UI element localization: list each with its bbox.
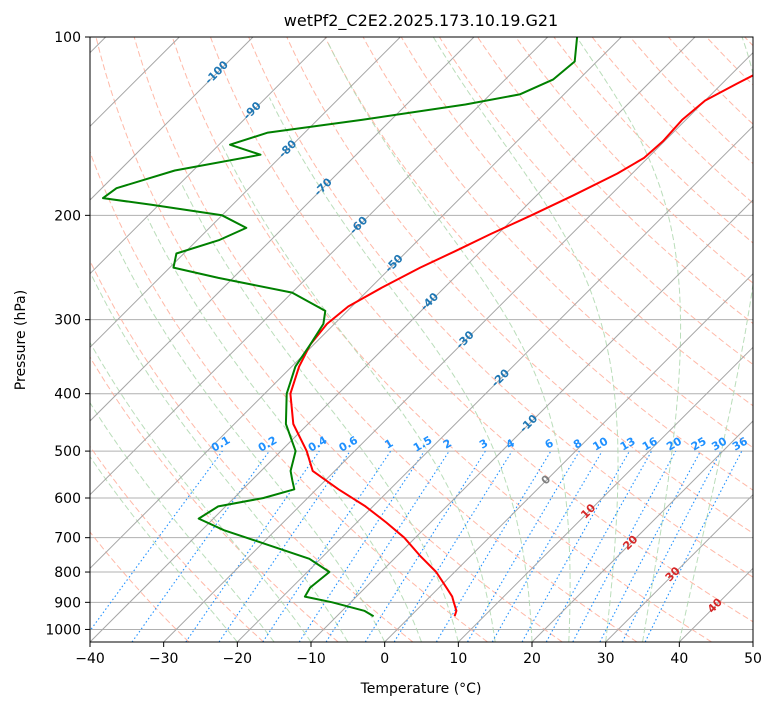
mixing-ratio-label: 4: [504, 436, 517, 451]
mixing-ratio-line: [491, 450, 603, 642]
dry-adiabat-line: [744, 37, 753, 47]
plot-frame: [89, 36, 754, 643]
isotherm-label: 0: [539, 472, 554, 487]
dry-adiabat-line: [629, 37, 753, 165]
x-tick-label: 40: [670, 651, 688, 667]
isotherm-line: [752, 641, 753, 642]
dry-adiabat-line: [477, 37, 753, 325]
isotherm-line: [90, 37, 696, 642]
dry-adiabat-line: [210, 37, 753, 623]
isotherm-line: [531, 420, 753, 642]
dry-adiabat-line: [286, 37, 753, 534]
moist-adiabat-line: [90, 455, 238, 642]
isotherm-label: -40: [418, 290, 441, 313]
dry-adiabat-line: [95, 37, 563, 642]
isotherm-line: [605, 493, 753, 642]
y-tick-label: 100: [54, 30, 81, 46]
y-tick-label: 900: [54, 595, 81, 611]
x-tick-label: 50: [744, 651, 762, 667]
isotherm-label: -50: [382, 252, 405, 275]
mixing-ratio-line: [131, 450, 270, 642]
isotherm-line: [90, 37, 328, 275]
moist-adiabat-line: [90, 341, 312, 642]
moist-adiabat-line: [90, 273, 349, 642]
dry-adiabat-line: [438, 37, 753, 366]
y-tick-label: 500: [54, 444, 81, 460]
dry-adiabat-line: [90, 150, 488, 642]
x-tick-label: 20: [523, 651, 541, 667]
moist-adiabat-line: [432, 37, 619, 642]
mixing-ratio-line: [435, 450, 552, 642]
mixing-ratio-line: [325, 450, 450, 642]
dry-adiabat-line: [90, 259, 414, 642]
y-tick-label: 700: [54, 531, 81, 547]
moist-adiabat-line: [576, 37, 682, 642]
x-tick-label: −40: [75, 651, 105, 667]
x-tick-label: −30: [149, 651, 179, 667]
x-tick-label: 10: [449, 651, 467, 667]
dry-adiabat-line: [90, 445, 264, 642]
isotherm-line: [163, 51, 753, 642]
x-tick-label: −20: [223, 651, 253, 667]
y-tick-label: 400: [54, 387, 81, 403]
moist-adiabat-line: [147, 218, 422, 642]
dry-adiabat-line: [400, 37, 753, 407]
moist-adiabat-line: [117, 248, 386, 642]
isotherm-line: [457, 346, 753, 642]
dry-adiabat-line: [324, 37, 753, 491]
dry-adiabat-line: [706, 37, 753, 86]
isotherm-line: [90, 37, 254, 201]
y-tick-label: 200: [54, 208, 81, 224]
y-tick-label: 800: [54, 565, 81, 581]
dry-adiabat-line: [248, 37, 753, 578]
x-axis-label: Temperature (°C): [360, 681, 482, 697]
mixing-ratio-line: [572, 450, 677, 642]
dry-adiabat-line: [553, 37, 753, 244]
dry-adiabat-line: [90, 356, 339, 642]
y-axis-label: Pressure (hPa): [13, 290, 29, 390]
chart-title: wetPf2_C2E2.2025.173.10.19.G21: [284, 11, 558, 31]
x-tick-label: 0: [380, 651, 389, 667]
mixing-ratio-line: [393, 450, 513, 642]
mixing-ratio-line: [185, 450, 320, 642]
y-tick-label: 600: [54, 491, 81, 507]
isotherm-line: [90, 37, 622, 570]
isotherm-line: [310, 199, 753, 642]
temperature-profile-line: [289, 74, 753, 617]
mixing-ratio-label: 6: [543, 436, 556, 451]
dry-adiabat-line: [90, 531, 190, 642]
mixing-ratio-line: [364, 450, 486, 642]
dewpoint-profile-line: [102, 37, 579, 618]
mixing-ratio-line: [467, 450, 580, 642]
isotherm-label: -30: [453, 328, 476, 351]
y-tick-label: 1000: [45, 622, 81, 638]
x-tick-label: −10: [296, 651, 326, 667]
isotherm-line: [90, 37, 475, 422]
mixing-ratio-label: 3: [477, 437, 490, 452]
isotherm-line: [236, 125, 753, 642]
dry-adiabat-line: [591, 37, 753, 204]
dry-adiabat-line: [515, 37, 753, 284]
isotherm-line: [384, 272, 753, 642]
dry-adiabat-line: [668, 37, 753, 125]
mixing-ratio-line: [521, 450, 630, 642]
x-tick-label: 30: [597, 651, 615, 667]
moist-adiabat-line: [180, 182, 459, 642]
moist-adiabat-line: [327, 41, 571, 642]
moist-adiabat-line: [220, 142, 496, 642]
mixing-ratio-line: [90, 450, 223, 632]
mixing-ratio-line: [298, 450, 425, 642]
isotherm-line: [90, 37, 401, 349]
moist-adiabat-line: [90, 401, 275, 642]
moist-adiabat-line: [268, 97, 533, 642]
isotherm-label: -100: [202, 58, 231, 87]
dry-adiabat-line: [133, 37, 638, 642]
moist-adiabat-line: [678, 37, 753, 642]
isotherm-line: [678, 567, 753, 642]
isotherm-label: -10: [517, 412, 540, 435]
y-tick-label: 300: [54, 313, 81, 329]
isotherm-line: [90, 37, 549, 496]
mixing-ratio-label: 2: [441, 437, 454, 452]
